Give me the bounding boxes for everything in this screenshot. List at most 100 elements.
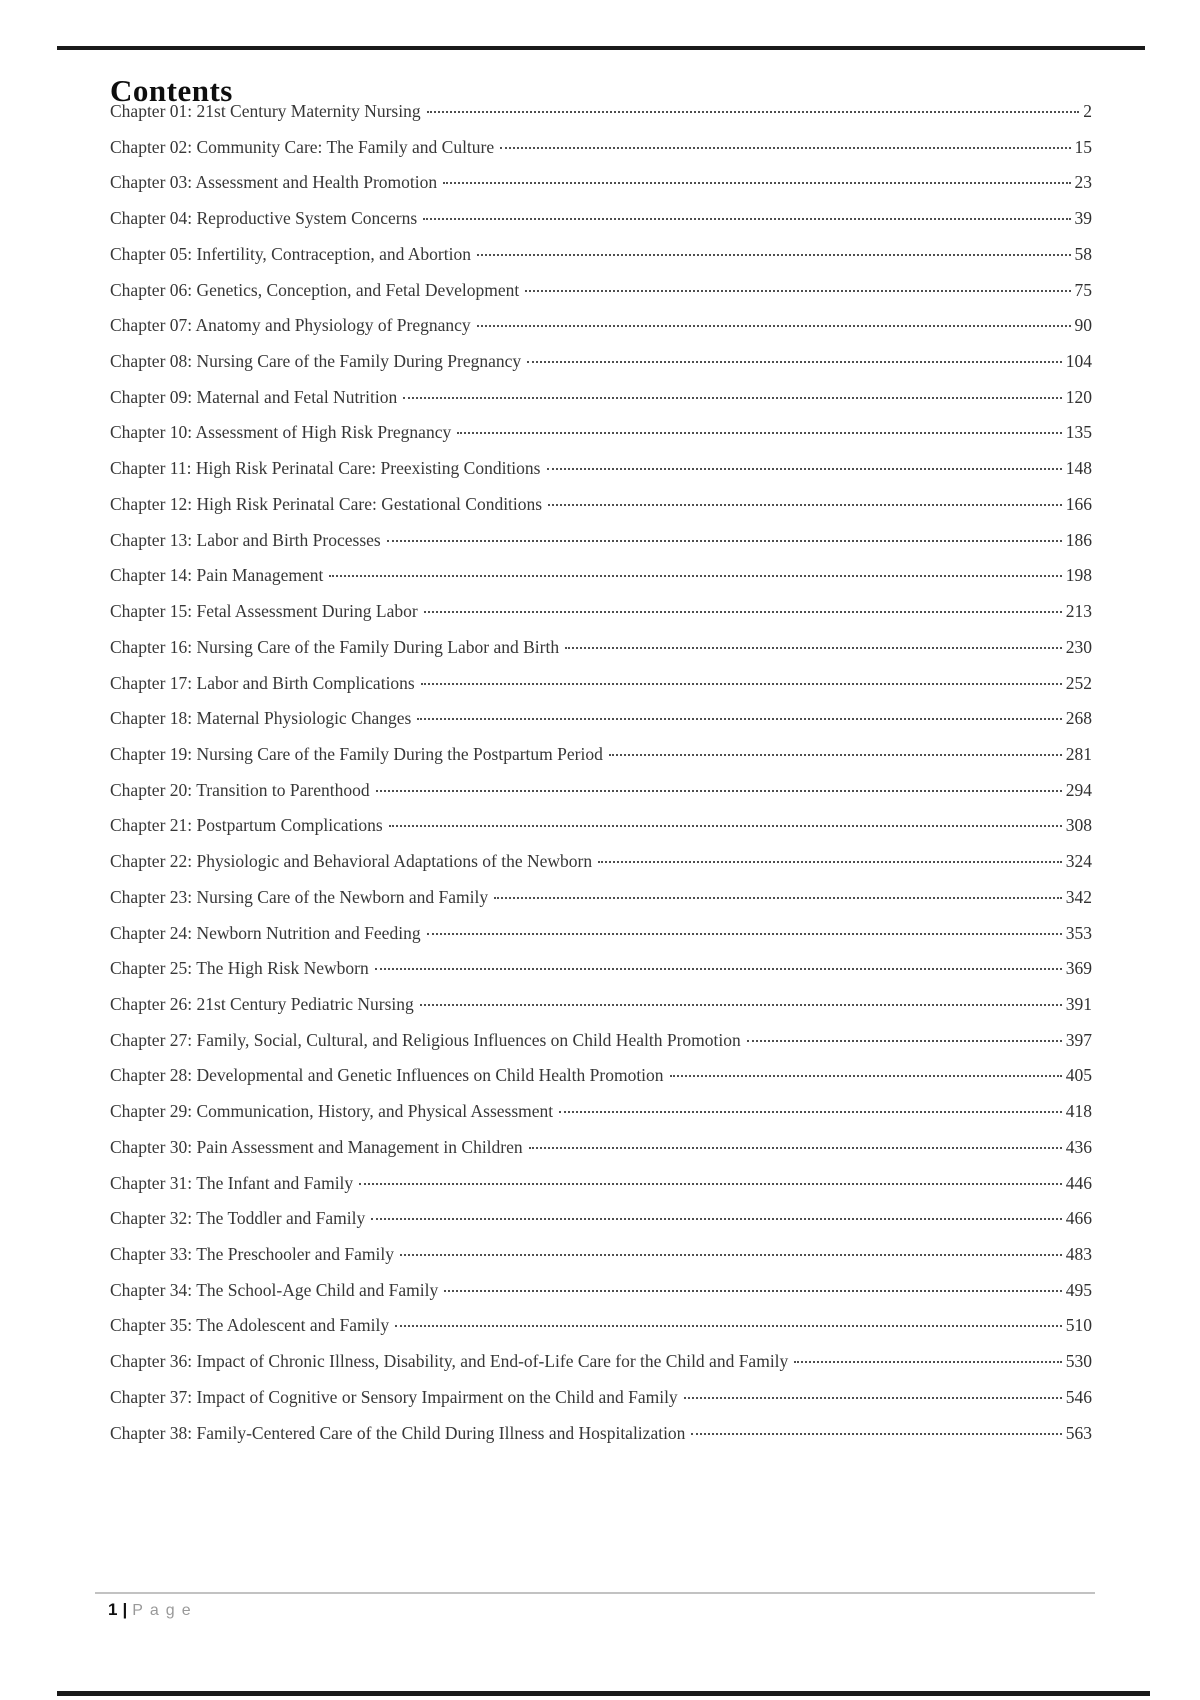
table-of-contents: Chapter 01: 21st Century Maternity Nursi… — [110, 101, 1092, 1458]
toc-entry-page: 23 — [1074, 172, 1093, 193]
toc-entry-label: Chapter 01: 21st Century Maternity Nursi… — [110, 101, 421, 121]
toc-entry-label: Chapter 27: Family, Social, Cultural, an… — [110, 1029, 741, 1050]
toc-row: Chapter 06: Genetics, Conception, and Fe… — [110, 280, 1092, 316]
toc-dot-leader — [500, 146, 1071, 149]
toc-row: Chapter 19: Nursing Care of the Family D… — [110, 744, 1092, 780]
toc-row: Chapter 14: Pain Management 198 — [110, 565, 1092, 601]
toc-dot-leader — [691, 1432, 1062, 1435]
toc-row: Chapter 26: 21st Century Pediatric Nursi… — [110, 994, 1092, 1030]
toc-row: Chapter 37: Impact of Cognitive or Senso… — [110, 1387, 1092, 1423]
toc-entry-page: 397 — [1065, 1029, 1092, 1050]
toc-dot-leader — [371, 1218, 1062, 1221]
toc-dot-leader — [476, 253, 1071, 256]
toc-row: Chapter 17: Labor and Birth Complication… — [110, 673, 1092, 709]
toc-dot-leader — [395, 1325, 1062, 1328]
toc-row: Chapter 09: Maternal and Fetal Nutrition… — [110, 387, 1092, 423]
toc-entry-label: Chapter 11: High Risk Perinatal Care: Pr… — [110, 458, 541, 479]
toc-dot-leader — [420, 682, 1062, 685]
top-rule — [57, 46, 1145, 50]
toc-dot-leader — [598, 861, 1062, 864]
toc-row: Chapter 28: Developmental and Genetic In… — [110, 1065, 1092, 1101]
toc-dot-leader — [419, 1003, 1062, 1006]
toc-entry-page: 446 — [1065, 1172, 1092, 1193]
toc-dot-leader — [608, 753, 1062, 756]
footer-separator: | — [122, 1600, 128, 1619]
toc-dot-leader — [476, 325, 1071, 328]
toc-row: Chapter 03: Assessment and Health Promot… — [110, 172, 1092, 208]
toc-entry-page: 252 — [1065, 672, 1092, 693]
toc-entry-page: 186 — [1065, 529, 1092, 550]
toc-dot-leader — [548, 503, 1062, 506]
toc-entry-page: 353 — [1065, 922, 1092, 943]
toc-dot-leader — [426, 932, 1062, 935]
toc-row: Chapter 22: Physiologic and Behavioral A… — [110, 851, 1092, 887]
toc-row: Chapter 11: High Risk Perinatal Care: Pr… — [110, 458, 1092, 494]
toc-row: Chapter 27: Family, Social, Cultural, an… — [110, 1030, 1092, 1066]
toc-row: Chapter 12: High Risk Perinatal Care: Ge… — [110, 494, 1092, 530]
toc-entry-label: Chapter 34: The School-Age Child and Fam… — [110, 1279, 439, 1300]
toc-entry-label: Chapter 38: Family-Centered Care of the … — [110, 1422, 686, 1443]
toc-dot-leader — [794, 1361, 1062, 1364]
toc-entry-page: 268 — [1065, 708, 1092, 729]
toc-entry-page: 369 — [1065, 958, 1092, 979]
toc-entry-label: Chapter 37: Impact of Cognitive or Senso… — [110, 1386, 678, 1407]
toc-entry-page: 58 — [1074, 243, 1093, 264]
toc-entry-page: 120 — [1065, 386, 1092, 407]
toc-dot-leader — [388, 825, 1062, 828]
toc-entry-page: 391 — [1065, 993, 1092, 1014]
toc-entry-page: 294 — [1065, 779, 1092, 800]
toc-row: Chapter 15: Fetal Assessment During Labo… — [110, 601, 1092, 637]
footer-page-label: Page — [132, 1602, 198, 1619]
toc-entry-label: Chapter 14: Pain Management — [110, 565, 324, 586]
toc-dot-leader — [559, 1111, 1062, 1114]
toc-row: Chapter 08: Nursing Care of the Family D… — [110, 351, 1092, 387]
toc-row: Chapter 34: The School-Age Child and Fam… — [110, 1280, 1092, 1316]
toc-entry-page: 563 — [1065, 1422, 1092, 1443]
toc-row: Chapter 07: Anatomy and Physiology of Pr… — [110, 315, 1092, 351]
toc-dot-leader — [329, 575, 1062, 578]
toc-row: Chapter 10: Assessment of High Risk Preg… — [110, 422, 1092, 458]
toc-entry-label: Chapter 19: Nursing Care of the Family D… — [110, 743, 603, 764]
toc-dot-leader — [546, 468, 1062, 471]
toc-entry-label: Chapter 35: The Adolescent and Family — [110, 1315, 390, 1336]
toc-entry-page: 530 — [1065, 1351, 1092, 1372]
toc-entry-page: 281 — [1065, 743, 1092, 764]
toc-entry-page: 342 — [1065, 886, 1092, 907]
toc-dot-leader — [403, 396, 1062, 399]
toc-entry-label: Chapter 16: Nursing Care of the Family D… — [110, 636, 560, 657]
toc-dot-leader — [417, 718, 1062, 721]
toc-entry-label: Chapter 25: The High Risk Newborn — [110, 958, 369, 979]
page-title: Contents — [110, 72, 233, 108]
toc-dot-leader — [457, 432, 1062, 435]
toc-entry-label: Chapter 12: High Risk Perinatal Care: Ge… — [110, 493, 543, 514]
toc-entry-label: Chapter 02: Community Care: The Family a… — [110, 136, 495, 157]
toc-row: Chapter 32: The Toddler and Family 466 — [110, 1208, 1092, 1244]
toc-entry-label: Chapter 03: Assessment and Health Promot… — [110, 172, 438, 193]
toc-entry-label: Chapter 24: Newborn Nutrition and Feedin… — [110, 922, 421, 943]
toc-dot-leader — [426, 111, 1080, 113]
toc-dot-leader — [565, 646, 1062, 649]
toc-row: Chapter 01: 21st Century Maternity Nursi… — [110, 101, 1092, 137]
toc-row: Chapter 36: Impact of Chronic Illness, D… — [110, 1351, 1092, 1387]
toc-row: Chapter 05: Infertility, Contraception, … — [110, 244, 1092, 280]
toc-entry-label: Chapter 29: Communication, History, and … — [110, 1101, 554, 1122]
toc-dot-leader — [527, 361, 1062, 364]
toc-entry-label: Chapter 22: Physiologic and Behavioral A… — [110, 851, 593, 872]
toc-row: Chapter 18: Maternal Physiologic Changes… — [110, 708, 1092, 744]
toc-entry-page: 483 — [1065, 1244, 1092, 1264]
toc-row: Chapter 35: The Adolescent and Family 51… — [110, 1315, 1092, 1351]
toc-row: Chapter 30: Pain Assessment and Manageme… — [110, 1137, 1092, 1173]
toc-entry-page: 104 — [1065, 351, 1092, 372]
toc-dot-leader — [400, 1254, 1062, 1256]
toc-entry-page: 510 — [1065, 1315, 1092, 1336]
toc-dot-leader — [375, 789, 1062, 792]
toc-entry-page: 198 — [1065, 565, 1092, 586]
toc-row: Chapter 13: Labor and Birth Processes 18… — [110, 530, 1092, 566]
toc-row: Chapter 23: Nursing Care of the Newborn … — [110, 887, 1092, 923]
toc-dot-leader — [444, 1289, 1062, 1292]
toc-dot-leader — [423, 611, 1062, 614]
toc-dot-leader — [525, 289, 1071, 292]
toc-entry-label: Chapter 07: Anatomy and Physiology of Pr… — [110, 315, 471, 336]
toc-entry-page: 495 — [1065, 1279, 1092, 1300]
toc-dot-leader — [386, 539, 1062, 542]
